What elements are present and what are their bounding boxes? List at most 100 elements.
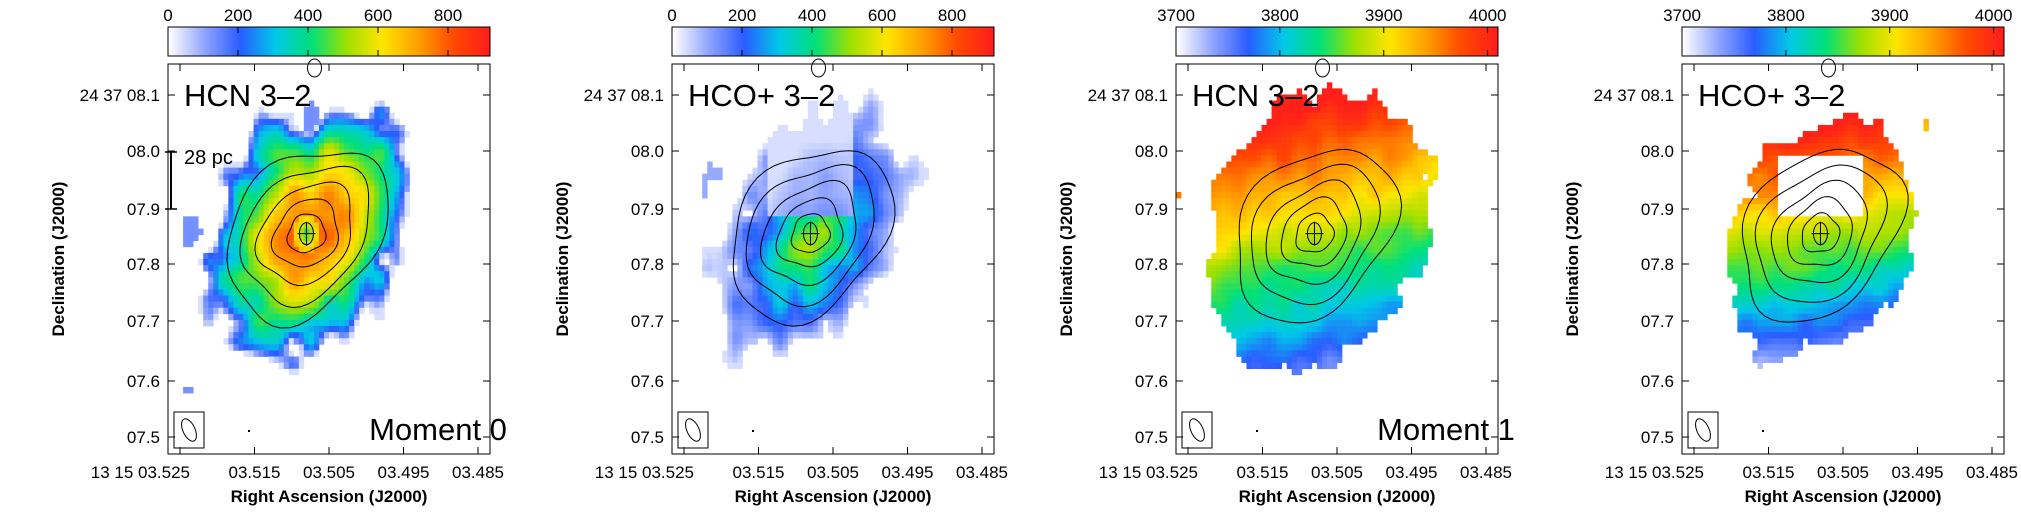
heatmap-cell <box>359 149 365 156</box>
colorbar-segment <box>430 27 433 56</box>
heatmap-cell <box>379 131 385 138</box>
heatmap-cell <box>732 350 738 357</box>
heatmap-cell <box>1306 344 1313 351</box>
heatmap-cell <box>1337 350 1343 357</box>
heatmap-cell <box>1407 185 1413 193</box>
heatmap-cell <box>359 167 365 175</box>
heatmap-cell <box>1382 289 1388 296</box>
heatmap-cell <box>374 167 380 175</box>
heatmap-cell <box>812 240 819 248</box>
heatmap-cell <box>1832 143 1839 150</box>
heatmap-cell <box>1241 149 1247 156</box>
heatmap-cell <box>888 179 894 187</box>
heatmap-cell <box>878 100 884 107</box>
heatmap-cell <box>329 118 335 126</box>
colorbar-segment <box>223 27 226 56</box>
heatmap-cell <box>908 185 914 193</box>
heatmap-cell <box>1266 210 1272 217</box>
heatmap-cell <box>1427 161 1433 168</box>
heatmap-cell <box>717 259 723 266</box>
colorbar-segment <box>402 27 406 56</box>
contours <box>1238 58 1403 324</box>
heatmap-cell <box>1286 234 1293 242</box>
heatmap-cell <box>838 179 844 187</box>
heatmap-cell <box>1216 295 1222 302</box>
heatmap-cell <box>838 137 844 144</box>
heatmap-cell <box>843 112 849 120</box>
heatmap-cell <box>843 277 849 284</box>
heatmap-cell <box>1276 338 1283 345</box>
heatmap-cell <box>827 307 834 315</box>
heatmap-cell <box>838 271 844 278</box>
heatmap-cell <box>1402 155 1408 162</box>
heatmap-cell <box>878 149 884 156</box>
heatmap-cell <box>1357 338 1363 345</box>
heatmap-cell <box>923 167 929 175</box>
heatmap-cell <box>843 234 849 242</box>
heatmap-cell <box>1392 143 1398 150</box>
heatmap-cell <box>258 234 264 242</box>
heatmap-cell <box>853 277 859 284</box>
colorbar-segment <box>209 27 213 56</box>
heatmap-cell <box>273 332 280 339</box>
heatmap-cell <box>858 289 864 296</box>
heatmap-cell <box>1326 198 1333 205</box>
heatmap-cell <box>1377 149 1383 156</box>
heatmap-cell <box>827 313 834 321</box>
heatmap-cell <box>1306 124 1313 132</box>
ytick-label: 07.5 <box>1135 428 1168 447</box>
heatmap-cell <box>243 204 249 211</box>
heatmap-cell <box>1321 271 1328 278</box>
heatmap-cell <box>303 216 310 223</box>
heatmap-cell <box>293 161 300 168</box>
heatmap-cell <box>238 295 244 302</box>
heatmap-cell <box>747 216 753 223</box>
heatmap-cell <box>787 283 794 290</box>
heatmap-cell <box>364 246 370 254</box>
heatmap-cell <box>1211 289 1217 296</box>
heatmap-cell <box>1883 161 1889 168</box>
heatmap-cell <box>1281 198 1288 205</box>
heatmap-cell <box>298 167 305 175</box>
heatmap-cell <box>772 271 779 278</box>
heatmap-cell <box>1301 124 1308 132</box>
heatmap-cell <box>1873 161 1879 168</box>
heatmap-cell <box>344 295 350 302</box>
heatmap-cell <box>233 271 239 278</box>
colorbar-segment <box>1350 27 1354 56</box>
heatmap-cell <box>303 344 310 351</box>
heatmap-cell <box>329 137 335 144</box>
heatmap-cell <box>848 265 854 272</box>
heatmap-cell <box>707 161 713 168</box>
contour-line <box>1238 148 1403 324</box>
heatmap-cell <box>268 271 275 278</box>
heatmap-cell <box>1331 332 1338 339</box>
heatmap-cell <box>313 265 320 272</box>
heatmap-cell <box>833 259 839 266</box>
colorbar-segment <box>796 27 799 56</box>
heatmap-cell <box>843 185 849 193</box>
heatmap-cell <box>253 265 259 272</box>
heatmap-cell <box>838 112 844 120</box>
heatmap-cell <box>243 350 249 357</box>
heatmap-cell <box>1367 313 1373 321</box>
heatmap-cell <box>218 240 224 248</box>
heatmap-cell <box>782 265 789 272</box>
heatmap-cell <box>762 271 768 278</box>
heatmap-cell <box>283 228 290 235</box>
colorbar-segment <box>1452 27 1455 56</box>
heatmap-cell <box>1822 131 1829 138</box>
heatmap-cell <box>188 240 194 248</box>
colorbar-segment <box>179 27 183 56</box>
heatmap-cell <box>243 246 249 254</box>
heatmap-cell <box>203 301 209 309</box>
heatmap-cell <box>883 265 889 272</box>
heatmap-cell <box>233 326 239 333</box>
colorbar-segment <box>791 27 795 56</box>
heatmap-cell <box>1236 191 1242 199</box>
heatmap-cell <box>827 210 834 217</box>
heatmap-cell <box>1316 271 1323 278</box>
heatmap-cell <box>233 277 239 284</box>
heatmap-cell <box>339 240 345 248</box>
heatmap-cell <box>1251 173 1257 181</box>
